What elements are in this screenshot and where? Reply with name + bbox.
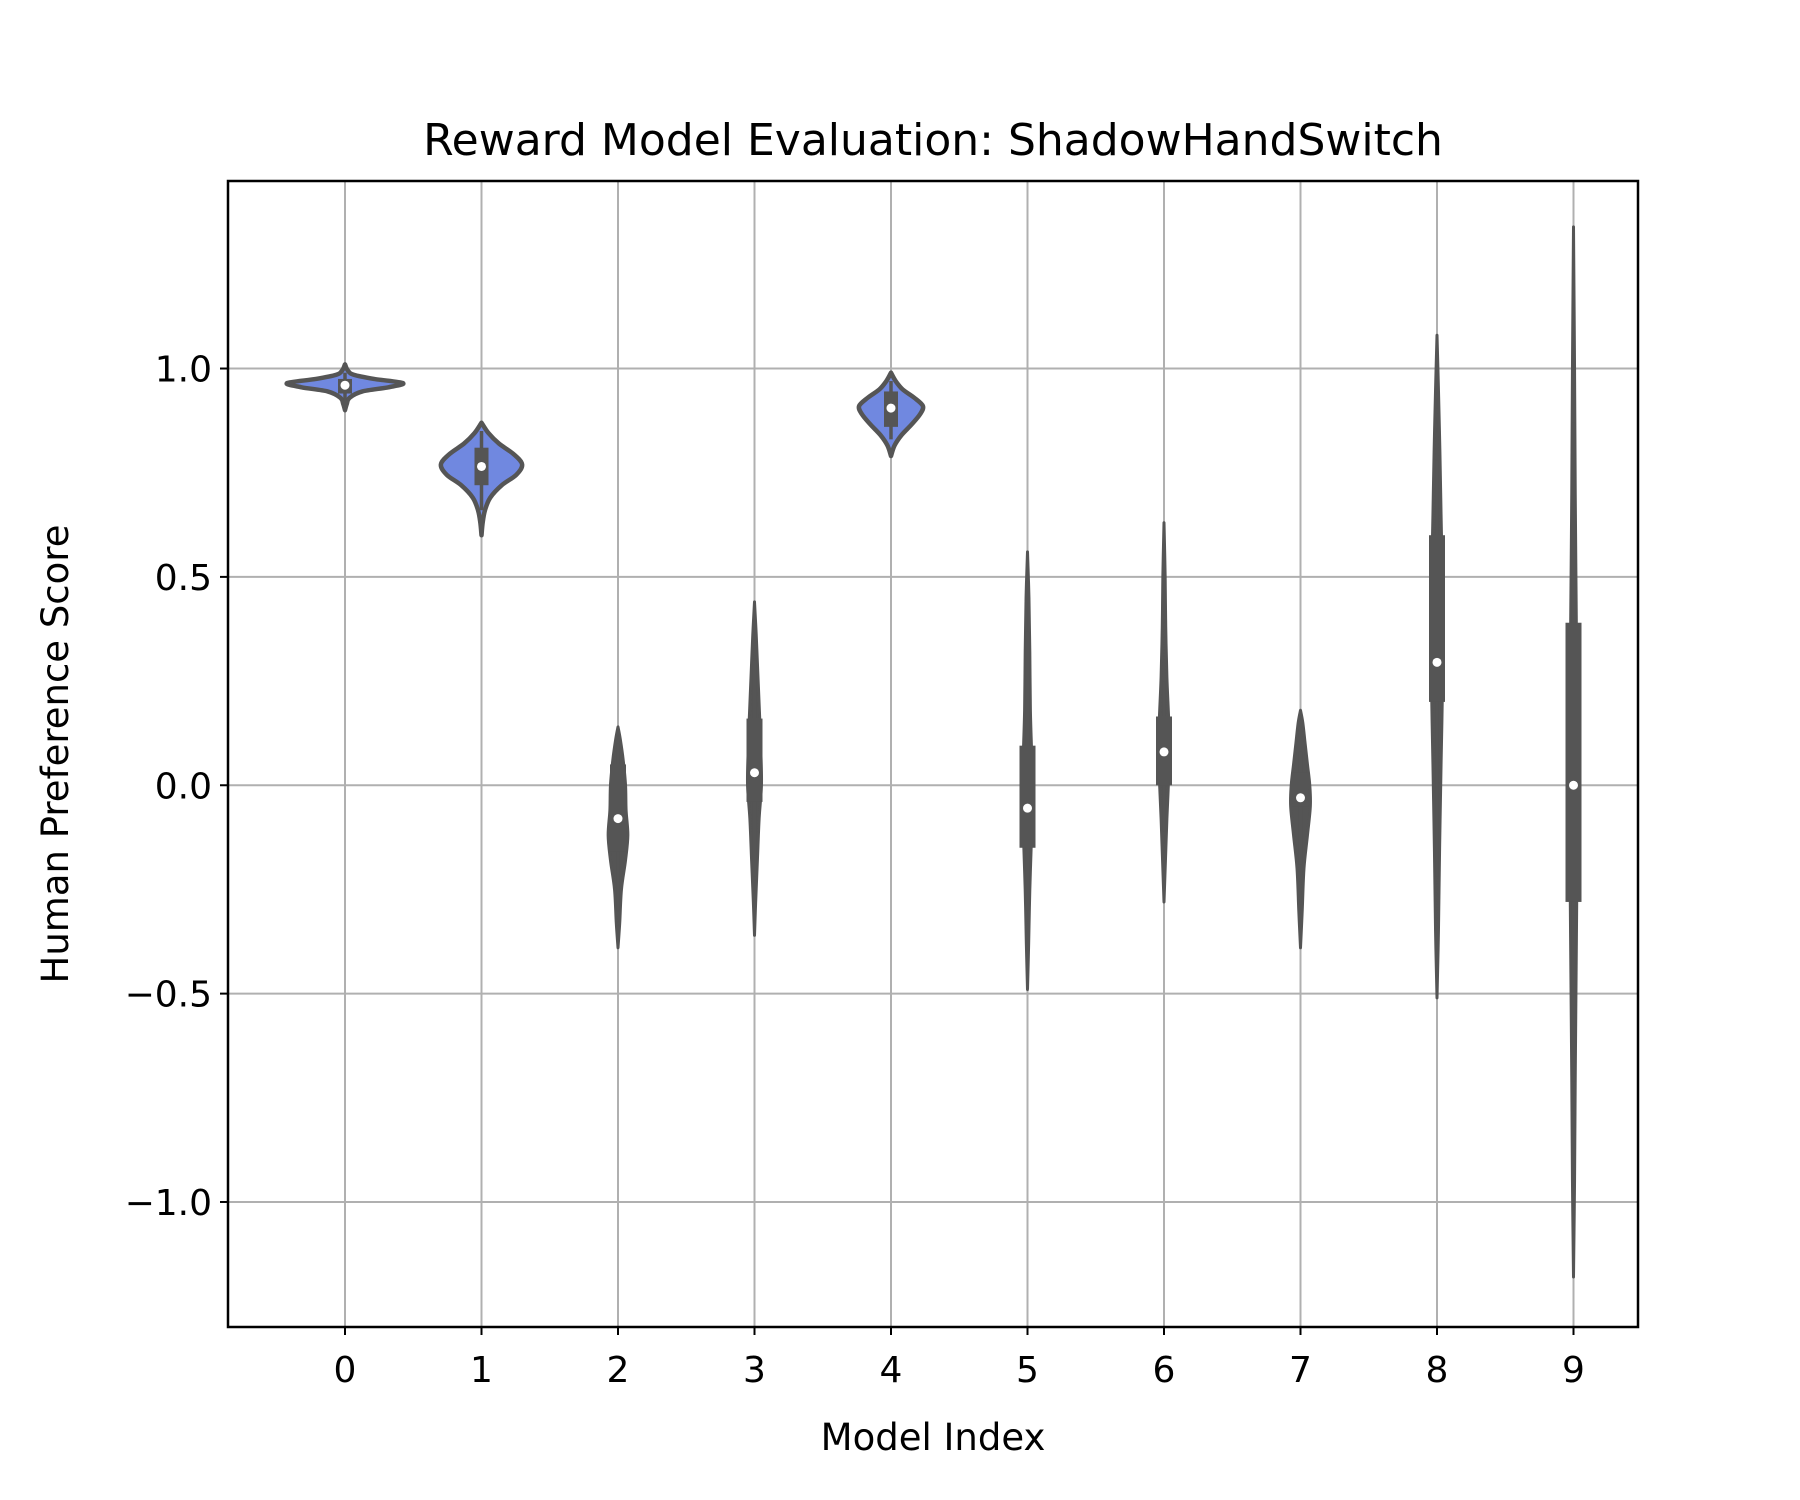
- violin-median-8: [1432, 657, 1442, 667]
- violin-group-0: [284, 362, 406, 413]
- violin-median-6: [1159, 747, 1169, 757]
- x-tick-label-1: 1: [470, 1350, 493, 1391]
- violin-group-8: [1429, 333, 1445, 1000]
- x-tick-label-4: 4: [880, 1350, 903, 1391]
- violin-group-7: [1288, 708, 1313, 950]
- x-tick-label-7: 7: [1289, 1350, 1312, 1391]
- violin-group-9: [1565, 225, 1582, 1279]
- violin-group-1: [438, 420, 525, 538]
- violin-iqr-box-2: [610, 764, 626, 852]
- violin-group-3: [745, 600, 764, 937]
- violin-median-9: [1569, 780, 1578, 790]
- violin-group-4: [856, 370, 926, 459]
- x-tick-label-6: 6: [1153, 1350, 1176, 1391]
- x-tick-label-0: 0: [334, 1350, 357, 1391]
- violin-median-4: [886, 403, 896, 413]
- y-tick-label-1: 0.5: [155, 558, 212, 599]
- violin-median-7: [1296, 793, 1305, 803]
- chart-title: Reward Model Evaluation: ShadowHandSwitc…: [423, 115, 1443, 166]
- violin-iqr-box-8: [1429, 535, 1445, 702]
- y-tick-label-4: −1.0: [125, 1183, 212, 1224]
- violin-median-5: [1023, 803, 1032, 813]
- x-tick-label-5: 5: [1016, 1350, 1039, 1391]
- violin-median-1: [477, 461, 486, 471]
- x-axis-label: Model Index: [821, 1416, 1046, 1459]
- violin-group-5: [1019, 550, 1036, 991]
- grid-layer: [228, 181, 1638, 1327]
- x-tick-label-2: 2: [607, 1350, 630, 1391]
- violin-median-2: [613, 814, 623, 824]
- y-tick-label-2: 0.0: [155, 766, 212, 807]
- violin-median-0: [340, 380, 350, 390]
- y-tick-label-3: −0.5: [125, 975, 212, 1016]
- y-axis-label: Human Preference Score: [34, 525, 77, 984]
- plot-frame: [226, 179, 1640, 1329]
- violin-layer: [284, 225, 1582, 1279]
- x-tick-label-8: 8: [1426, 1350, 1449, 1391]
- violin-iqr-box-5: [1019, 745, 1036, 848]
- tick-layer: 1.0 0.5 0.0 −0.5 −1.0 0 1 2 3 4 5 6 7 8 9: [125, 350, 1585, 1391]
- x-tick-label-9: 9: [1562, 1350, 1585, 1391]
- violin-iqr-box-9: [1565, 622, 1582, 902]
- y-tick-label-0: 1.0: [155, 350, 212, 391]
- violin-median-3: [750, 768, 759, 778]
- x-tick-label-3: 3: [743, 1350, 766, 1391]
- violin-iqr-box-3: [746, 718, 763, 802]
- violin-group-6: [1156, 521, 1172, 904]
- violin-group-2: [606, 725, 630, 950]
